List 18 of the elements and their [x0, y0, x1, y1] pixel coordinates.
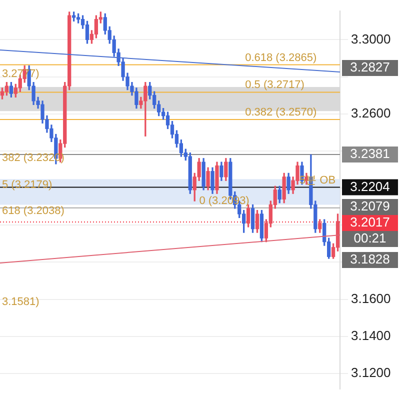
text: 3.2079: [350, 198, 390, 214]
annotation: 3.1581): [2, 296, 40, 308]
y-tick-label: 3.2600: [351, 105, 391, 120]
y-tick-label: 3.1200: [351, 365, 391, 380]
ref-line-label: 3.2204: [350, 178, 390, 194]
ref-line-label: 3.2381: [350, 146, 390, 162]
annotation: 618 (3.2038): [2, 205, 64, 218]
y-tick-label: 3.1600: [351, 290, 391, 306]
ref-line-label: 3.2017: [350, 214, 390, 230]
annotation: 5분 OB: [300, 174, 336, 186]
annotation: 0.618 (3.2865): [245, 52, 317, 64]
annotation: 0.5 (3.2717): [245, 79, 304, 92]
text: 00:21: [354, 230, 386, 246]
y-tick-label: 3.3000: [351, 31, 391, 46]
text: 3.2827: [350, 60, 390, 75]
annotation: 0.382 (3.2570): [245, 106, 317, 118]
y-tick-label: 3.1400: [351, 328, 391, 343]
text: 3.1828: [350, 252, 390, 267]
